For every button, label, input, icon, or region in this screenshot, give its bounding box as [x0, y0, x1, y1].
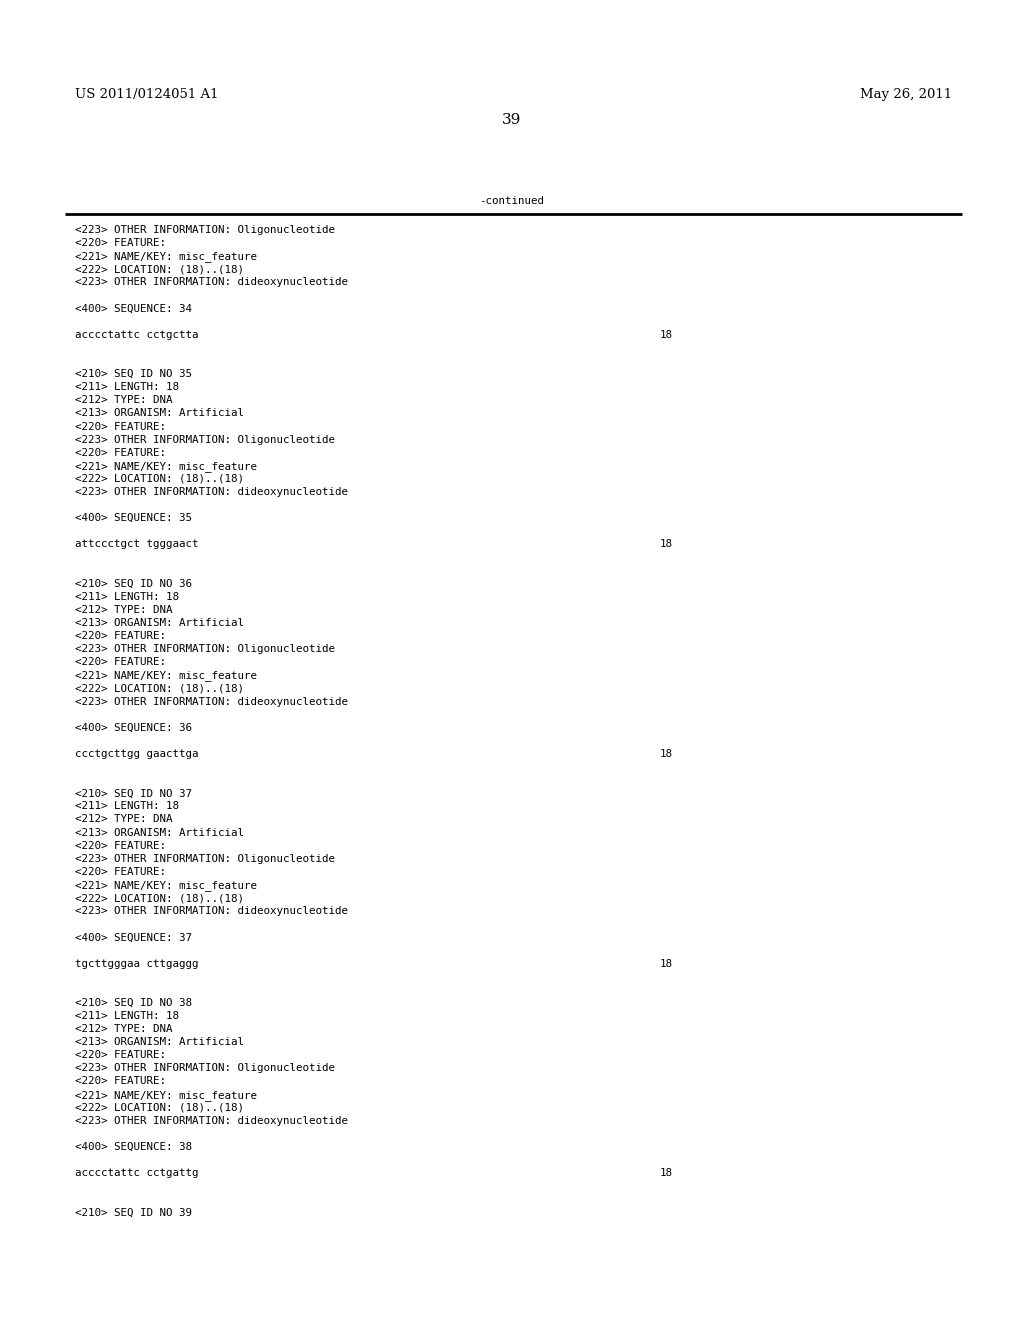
Text: <212> TYPE: DNA: <212> TYPE: DNA — [75, 1024, 172, 1034]
Text: <213> ORGANISM: Artificial: <213> ORGANISM: Artificial — [75, 1038, 244, 1047]
Text: <211> LENGTH: 18: <211> LENGTH: 18 — [75, 383, 179, 392]
Text: <223> OTHER INFORMATION: dideoxynucleotide: <223> OTHER INFORMATION: dideoxynucleoti… — [75, 277, 348, 288]
Text: 39: 39 — [503, 114, 521, 127]
Text: <220> FEATURE:: <220> FEATURE: — [75, 421, 166, 432]
Text: <222> LOCATION: (18)..(18): <222> LOCATION: (18)..(18) — [75, 474, 244, 484]
Text: 18: 18 — [660, 748, 673, 759]
Text: -continued: -continued — [479, 195, 545, 206]
Text: <221> NAME/KEY: misc_feature: <221> NAME/KEY: misc_feature — [75, 461, 257, 471]
Text: <221> NAME/KEY: misc_feature: <221> NAME/KEY: misc_feature — [75, 1089, 257, 1101]
Text: <222> LOCATION: (18)..(18): <222> LOCATION: (18)..(18) — [75, 264, 244, 275]
Text: <210> SEQ ID NO 36: <210> SEQ ID NO 36 — [75, 578, 193, 589]
Text: <211> LENGTH: 18: <211> LENGTH: 18 — [75, 1011, 179, 1020]
Text: <212> TYPE: DNA: <212> TYPE: DNA — [75, 395, 172, 405]
Text: <222> LOCATION: (18)..(18): <222> LOCATION: (18)..(18) — [75, 894, 244, 903]
Text: <220> FEATURE:: <220> FEATURE: — [75, 1077, 166, 1086]
Text: <400> SEQUENCE: 37: <400> SEQUENCE: 37 — [75, 932, 193, 942]
Text: acccctattc cctgattg: acccctattc cctgattg — [75, 1168, 199, 1179]
Text: <220> FEATURE:: <220> FEATURE: — [75, 447, 166, 458]
Text: <223> OTHER INFORMATION: dideoxynucleotide: <223> OTHER INFORMATION: dideoxynucleoti… — [75, 487, 348, 498]
Text: <220> FEATURE:: <220> FEATURE: — [75, 238, 166, 248]
Text: 18: 18 — [660, 1168, 673, 1179]
Text: <210> SEQ ID NO 39: <210> SEQ ID NO 39 — [75, 1208, 193, 1217]
Text: attccctgct tgggaact: attccctgct tgggaact — [75, 540, 199, 549]
Text: <210> SEQ ID NO 37: <210> SEQ ID NO 37 — [75, 788, 193, 799]
Text: <213> ORGANISM: Artificial: <213> ORGANISM: Artificial — [75, 618, 244, 628]
Text: <220> FEATURE:: <220> FEATURE: — [75, 1051, 166, 1060]
Text: tgcttgggaa cttgaggg: tgcttgggaa cttgaggg — [75, 958, 199, 969]
Text: <400> SEQUENCE: 36: <400> SEQUENCE: 36 — [75, 723, 193, 733]
Text: 18: 18 — [660, 958, 673, 969]
Text: 18: 18 — [660, 540, 673, 549]
Text: <223> OTHER INFORMATION: Oligonucleotide: <223> OTHER INFORMATION: Oligonucleotide — [75, 1064, 335, 1073]
Text: <400> SEQUENCE: 38: <400> SEQUENCE: 38 — [75, 1142, 193, 1152]
Text: <222> LOCATION: (18)..(18): <222> LOCATION: (18)..(18) — [75, 1102, 244, 1113]
Text: <210> SEQ ID NO 35: <210> SEQ ID NO 35 — [75, 370, 193, 379]
Text: <220> FEATURE:: <220> FEATURE: — [75, 841, 166, 850]
Text: <211> LENGTH: 18: <211> LENGTH: 18 — [75, 591, 179, 602]
Text: <222> LOCATION: (18)..(18): <222> LOCATION: (18)..(18) — [75, 684, 244, 693]
Text: US 2011/0124051 A1: US 2011/0124051 A1 — [75, 88, 218, 102]
Text: acccctattc cctgctta: acccctattc cctgctta — [75, 330, 199, 339]
Text: <213> ORGANISM: Artificial: <213> ORGANISM: Artificial — [75, 408, 244, 418]
Text: <223> OTHER INFORMATION: dideoxynucleotide: <223> OTHER INFORMATION: dideoxynucleoti… — [75, 697, 348, 706]
Text: <221> NAME/KEY: misc_feature: <221> NAME/KEY: misc_feature — [75, 880, 257, 891]
Text: <223> OTHER INFORMATION: Oligonucleotide: <223> OTHER INFORMATION: Oligonucleotide — [75, 434, 335, 445]
Text: <221> NAME/KEY: misc_feature: <221> NAME/KEY: misc_feature — [75, 671, 257, 681]
Text: <223> OTHER INFORMATION: dideoxynucleotide: <223> OTHER INFORMATION: dideoxynucleoti… — [75, 907, 348, 916]
Text: <223> OTHER INFORMATION: dideoxynucleotide: <223> OTHER INFORMATION: dideoxynucleoti… — [75, 1115, 348, 1126]
Text: <223> OTHER INFORMATION: Oligonucleotide: <223> OTHER INFORMATION: Oligonucleotide — [75, 224, 335, 235]
Text: <212> TYPE: DNA: <212> TYPE: DNA — [75, 605, 172, 615]
Text: ccctgcttgg gaacttga: ccctgcttgg gaacttga — [75, 748, 199, 759]
Text: <220> FEATURE:: <220> FEATURE: — [75, 631, 166, 642]
Text: 18: 18 — [660, 330, 673, 339]
Text: <220> FEATURE:: <220> FEATURE: — [75, 867, 166, 876]
Text: <400> SEQUENCE: 34: <400> SEQUENCE: 34 — [75, 304, 193, 314]
Text: <210> SEQ ID NO 38: <210> SEQ ID NO 38 — [75, 998, 193, 1008]
Text: <213> ORGANISM: Artificial: <213> ORGANISM: Artificial — [75, 828, 244, 838]
Text: <400> SEQUENCE: 35: <400> SEQUENCE: 35 — [75, 513, 193, 523]
Text: <223> OTHER INFORMATION: Oligonucleotide: <223> OTHER INFORMATION: Oligonucleotide — [75, 644, 335, 655]
Text: <212> TYPE: DNA: <212> TYPE: DNA — [75, 814, 172, 825]
Text: <221> NAME/KEY: misc_feature: <221> NAME/KEY: misc_feature — [75, 251, 257, 263]
Text: May 26, 2011: May 26, 2011 — [860, 88, 952, 102]
Text: <223> OTHER INFORMATION: Oligonucleotide: <223> OTHER INFORMATION: Oligonucleotide — [75, 854, 335, 863]
Text: <211> LENGTH: 18: <211> LENGTH: 18 — [75, 801, 179, 812]
Text: <220> FEATURE:: <220> FEATURE: — [75, 657, 166, 668]
